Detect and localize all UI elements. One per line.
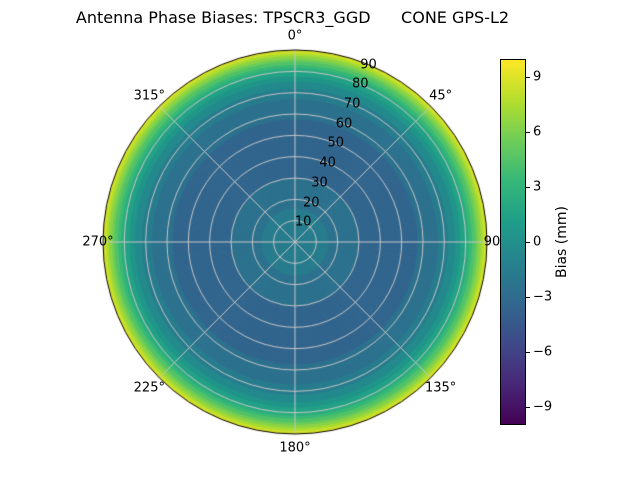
theta-label-90: 90 xyxy=(483,234,501,250)
polar-canvas xyxy=(99,46,491,438)
colorbar-tick-mark xyxy=(526,352,530,353)
colorbar-tick-label-3: 3 xyxy=(533,179,542,195)
colorbar-tick-mark xyxy=(526,242,530,243)
colorbar-axis-label: Bias (mm) xyxy=(554,205,570,279)
colorbar-tick-label-9: 9 xyxy=(533,69,542,85)
colorbar-tick-label--3: −3 xyxy=(533,289,553,305)
r-tick-label-50: 50 xyxy=(327,135,345,151)
colorbar xyxy=(500,59,526,425)
r-tick-label-70: 70 xyxy=(343,96,361,112)
theta-label-0: 0° xyxy=(287,28,303,44)
r-tick-label-40: 40 xyxy=(319,155,336,171)
r-tick-label-30: 30 xyxy=(311,175,328,191)
r-tick-label-60: 60 xyxy=(335,116,353,132)
colorbar-gradient xyxy=(501,60,525,424)
colorbar-tick-label--6: −6 xyxy=(533,344,553,360)
colorbar-tick-mark xyxy=(526,297,530,298)
r-tick-label-80: 80 xyxy=(352,76,369,92)
colorbar-tick-mark xyxy=(526,407,530,408)
theta-label-315: 315° xyxy=(133,88,165,104)
colorbar-tick-mark xyxy=(526,77,530,78)
r-tick-label-20: 20 xyxy=(303,195,320,211)
colorbar-tick-label-6: 6 xyxy=(533,124,542,140)
colorbar-tick-label-0: 0 xyxy=(533,234,542,250)
colorbar-tick-mark xyxy=(526,132,530,133)
r-tick-label-10: 10 xyxy=(294,214,312,230)
r-tick-label-90: 90 xyxy=(360,57,377,73)
colorbar-tick-mark xyxy=(526,187,530,188)
theta-label-135: 135° xyxy=(424,380,457,396)
theta-label-180: 180° xyxy=(279,440,311,456)
theta-label-45: 45° xyxy=(429,88,453,104)
theta-label-270: 270° xyxy=(82,234,114,250)
theta-label-225: 225° xyxy=(133,380,165,396)
colorbar-tick-label--9: −9 xyxy=(533,399,553,415)
chart-title: Antenna Phase Biases: TPSCR3_GGD CONE GP… xyxy=(75,8,510,27)
